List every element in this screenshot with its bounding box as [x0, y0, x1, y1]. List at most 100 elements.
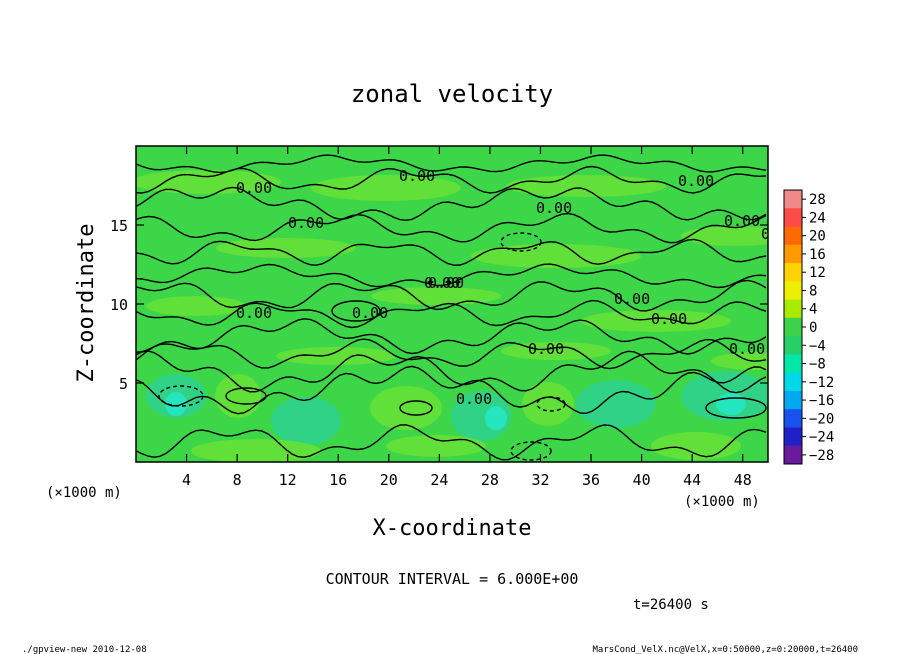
field-patch: [165, 392, 187, 416]
x-axis: 4 8 12 16 20 24 28 32 36 40 44 48: [182, 146, 752, 489]
x-tick-label: 48: [734, 471, 752, 489]
contour-label: 0.00: [724, 212, 760, 230]
contour-loop: [705, 397, 767, 419]
contour-label: 0.00: [528, 340, 564, 358]
x-tick-label: 28: [481, 471, 499, 489]
colorbar-label: 28: [809, 192, 826, 208]
colorbar-label: 24: [809, 210, 826, 226]
contour-label: 0.00: [614, 290, 650, 308]
field-patch: [370, 386, 442, 430]
contour-loop: [510, 441, 552, 461]
contour-line: [136, 365, 767, 415]
colorbar-label: 16: [809, 247, 826, 263]
colorbar-label: −12: [809, 375, 834, 391]
colorbar-swatch: [784, 336, 802, 355]
footer-right: MarsCond_VelX.nc@VelX,x=0:50000,z=0:2000…: [592, 645, 858, 654]
field-patch: [711, 352, 768, 370]
contour-line: [136, 279, 767, 312]
colorbar-swatch: [784, 409, 802, 428]
contour-line: [136, 424, 767, 461]
y-tick-label: 15: [110, 217, 128, 235]
contour-loop: [225, 387, 267, 405]
field-patch: [216, 238, 356, 258]
colorbar-swatch: [784, 263, 802, 282]
contour-label: 0.00: [236, 179, 272, 197]
x-tick-label: 44: [683, 471, 701, 489]
x-tick-label: 20: [380, 471, 398, 489]
contour-label: 0.00: [352, 304, 388, 322]
colorbar-swatch: [784, 317, 802, 337]
contour-loop: [536, 396, 566, 412]
colorbar-label: 0: [809, 320, 817, 336]
contour-label-group: 0.000.000.000.000.000.000.000.000.000.00…: [236, 167, 797, 408]
field-patch: [136, 170, 281, 194]
contour-line: [136, 318, 767, 355]
colorbar-label: −28: [809, 448, 834, 464]
time-label: t=26400 s: [633, 597, 709, 613]
x-tick-label: 12: [279, 471, 297, 489]
x-tick-label: 40: [633, 471, 651, 489]
field-patch: [581, 310, 731, 332]
contour-loop: [500, 232, 542, 252]
field-patch: [371, 287, 501, 305]
colorbar-swatch: [784, 390, 802, 410]
field-patch: [276, 347, 396, 365]
field-patch: [716, 393, 746, 415]
contour-loop: [158, 385, 204, 407]
colorbar-label: −20: [809, 411, 834, 427]
field-patch: [576, 380, 656, 428]
contour-label: 0.00: [428, 274, 464, 292]
colorbar-label: −16: [809, 393, 834, 409]
contour-label: 0.00: [456, 390, 492, 408]
colorbar-label: 8: [809, 283, 817, 299]
x-unit-left: (×1000 m): [46, 485, 122, 501]
contour-line: [136, 212, 767, 244]
field-patch: [311, 175, 461, 201]
field-patch: [522, 382, 574, 426]
x-tick-label: 8: [233, 471, 242, 489]
x-axis-label: X-coordinate: [373, 516, 532, 541]
colorbar-swatch: [784, 244, 802, 264]
y-axis-label: Z-coordinate: [74, 224, 99, 383]
contour-line: [136, 165, 767, 194]
contour-line: [136, 238, 767, 266]
y-axis: 5 10 15: [110, 217, 768, 393]
colorbar-swatch: [784, 372, 802, 392]
contour-label: 0.00: [678, 172, 714, 190]
chart-title: zonal velocity: [351, 80, 553, 108]
x-unit-right: (×1000 m): [684, 494, 760, 510]
field-patch: [215, 374, 261, 418]
contour-label: 0.00: [399, 167, 435, 185]
contour-label: 0.00: [651, 310, 687, 328]
field-patch: [191, 439, 321, 462]
contour-loop: [331, 300, 381, 322]
contour-line: [136, 338, 767, 370]
contour-label: 0.00: [761, 225, 797, 243]
contour-line: [136, 186, 767, 222]
contour-loop: [399, 400, 433, 416]
footer-left: ./gpview-new 2010-12-08: [22, 645, 147, 654]
contour-label: 0.00: [236, 304, 272, 322]
colorbar-swatch: [784, 445, 802, 465]
colorbar-label: 12: [809, 265, 826, 281]
contour-label: 0.00: [729, 340, 765, 358]
colorbar-label: 20: [809, 229, 826, 245]
field-patch: [386, 435, 486, 457]
x-tick-label: 24: [430, 471, 448, 489]
y-tick-label: 10: [110, 296, 128, 314]
x-tick-label: 32: [531, 471, 549, 489]
colorbar-label: −24: [809, 430, 834, 446]
contour-interval-text: CONTOUR INTERVAL = 6.000E+00: [326, 570, 579, 588]
y-tick-label: 5: [119, 375, 128, 393]
colorbar: 28 24 20 16 12 8 4 0 −4 −8 −12 −16 −20 −24 −28: [783, 189, 834, 465]
contour-lines: [136, 154, 767, 461]
x-tick-label: 36: [582, 471, 600, 489]
field-patch: [271, 397, 341, 445]
contour-label: 0.00: [288, 214, 324, 232]
colorbar-swatch: [784, 190, 802, 209]
colorbar-label: 4: [809, 302, 817, 318]
colorbar-swatch: [784, 354, 802, 374]
plot-area: 0.000.000.000.000.000.000.000.000.000.00…: [135, 145, 797, 463]
contour-line: [136, 299, 767, 329]
